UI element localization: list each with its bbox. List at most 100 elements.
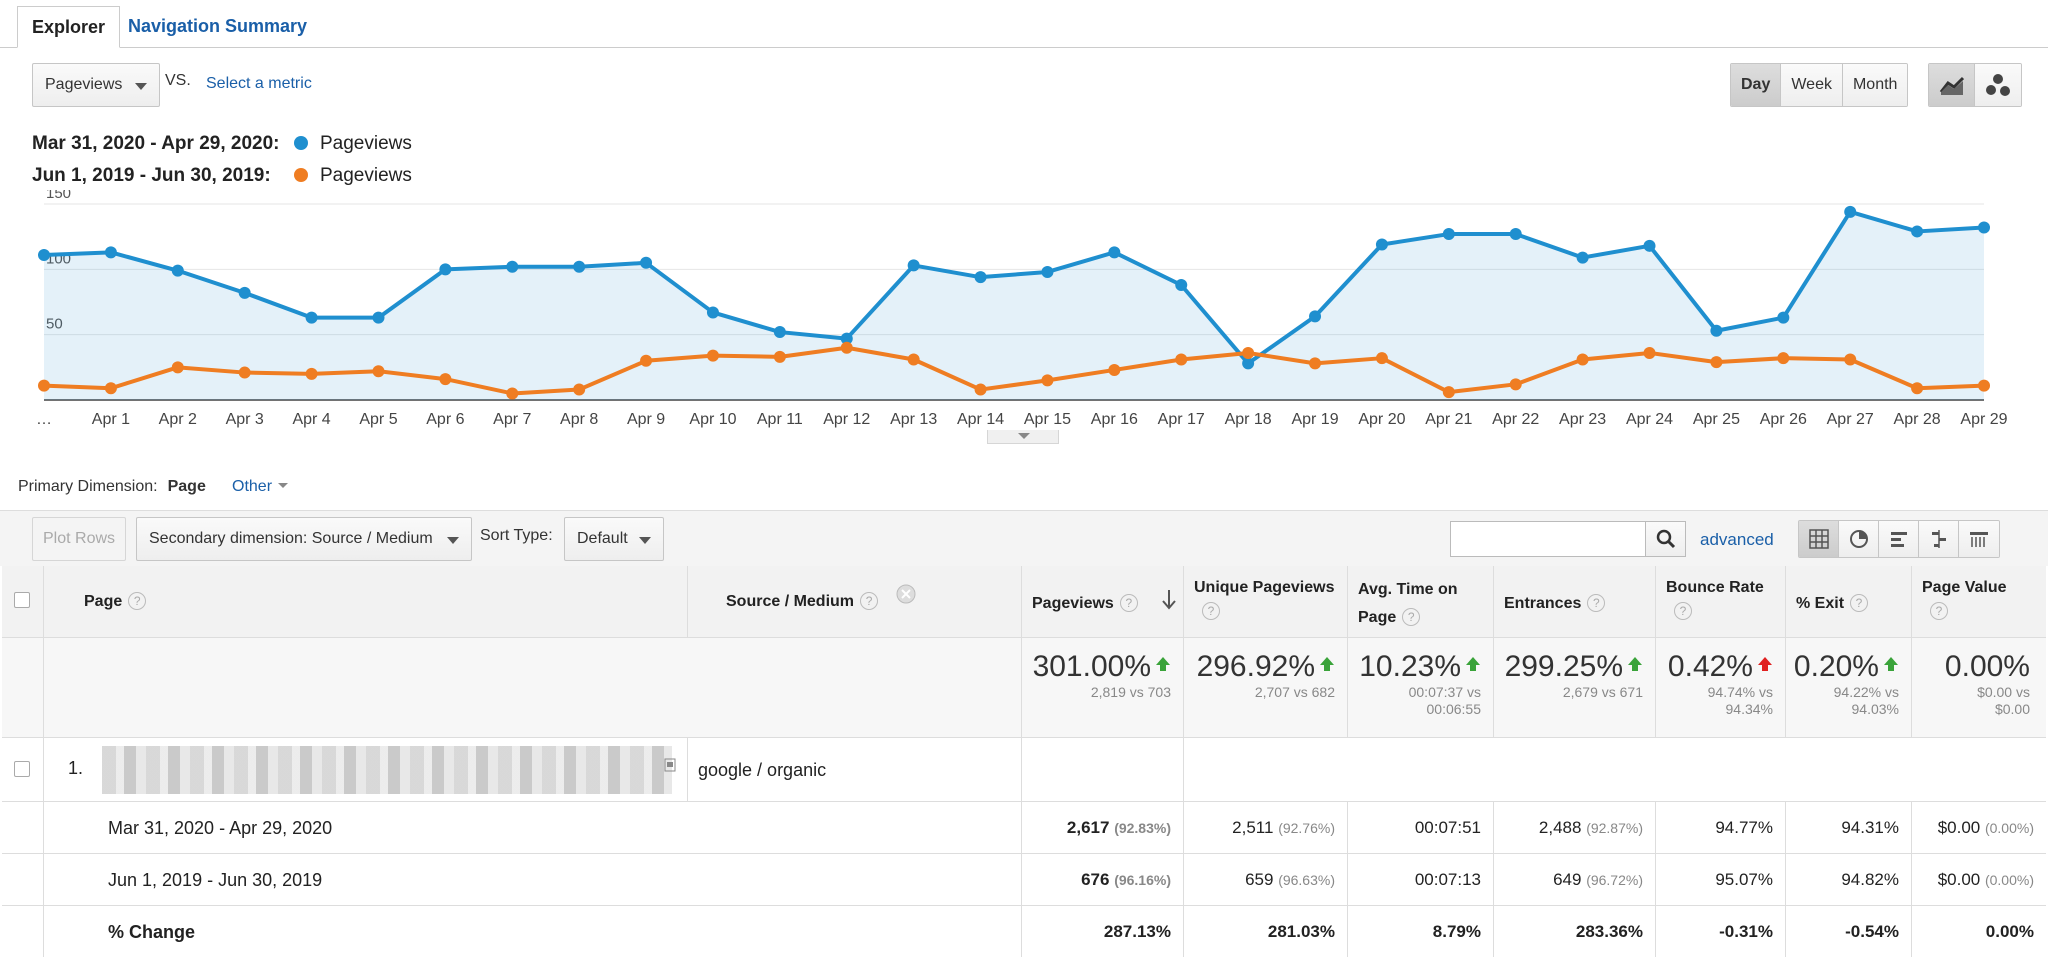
page-cell: 1. [44,738,688,801]
totals-page-value: 0.00% $0.00 vs $0.00 [1912,638,2046,737]
x-tick-label: Apr 13 [890,411,937,428]
sort-type-select[interactable]: Default [564,517,664,561]
primary-dimension-other[interactable]: Other [232,478,288,496]
data-point-current [238,286,251,299]
select-metric-link[interactable]: Select a metric [206,75,312,92]
totals-pageviews: 301.00% 2,819 vs 703 [1022,638,1184,737]
week-button[interactable]: Week [1781,64,1843,106]
external-link-icon[interactable] [664,758,676,772]
metric-select-value: Pageviews [45,76,123,93]
data-view-button[interactable] [1799,521,1839,557]
data-point-previous [773,350,786,363]
help-icon[interactable]: ? [1402,608,1421,626]
unique-value: 659 [1245,870,1274,889]
advanced-filter-link[interactable]: advanced [1700,530,1774,549]
help-icon[interactable]: ? [1930,602,1948,620]
chart-type-toggle [1928,63,2022,107]
totals-unique-compare: 2,707 vs 682 [1254,684,1335,700]
select-all-checkbox[interactable] [14,592,30,608]
data-point-previous [706,349,719,362]
totals-pageviews-value: 301.00% [1032,650,1151,683]
month-button[interactable]: Month [1842,64,1908,106]
x-tick-label: Apr 12 [823,411,870,428]
chart-resize-handle[interactable] [987,430,1059,444]
search-button[interactable] [1646,521,1686,557]
data-point-previous [1844,353,1857,366]
performance-view-button[interactable] [1879,521,1919,557]
sort-type-value: Default [577,530,628,547]
legend-row-previous: Jun 1, 2019 - Jun 30, 2019: Pageviews [32,163,412,189]
secondary-dimension-select[interactable]: Secondary dimension: Source / Medium [136,517,472,561]
x-tick-label: Apr 27 [1827,411,1874,428]
avg-time-column-header[interactable]: Avg. Time on Page? [1348,566,1494,637]
data-point-current [1175,279,1188,292]
unique-header-label: Unique Pageviews [1194,579,1335,596]
legend-dot-blue [294,136,308,150]
data-point-current [773,326,786,339]
motion-chart-button[interactable] [1975,64,2021,106]
bounce-rate-column-header[interactable]: Bounce Rate? [1656,566,1786,637]
data-point-previous [1442,386,1455,399]
entrances-cell: 2,488 (92.87%) [1494,802,1656,853]
unique-pageviews-column-header[interactable]: Unique Pageviews? [1184,566,1348,637]
tab-explorer[interactable]: Explorer [17,6,121,48]
arrow-up-green-icon [1884,657,1898,671]
percent-change-row: % Change 287.13% 281.03% 8.79% 283.36% -… [2,906,2046,957]
entrances-cell: 649 (96.72%) [1494,854,1656,905]
entrances-percent: (92.87%) [1586,820,1643,836]
primary-dimension: Primary Dimension: Page [18,478,206,496]
tab-navigation-summary[interactable]: Navigation Summary [128,16,308,36]
percentage-view-button[interactable] [1839,521,1879,557]
primary-dimension-page[interactable]: Page [167,478,206,495]
x-tick-label: Apr 5 [359,411,397,428]
row-checkbox[interactable] [14,761,30,777]
data-point-previous [506,387,519,400]
remove-dimension-button[interactable] [896,584,916,609]
entrances-column-header[interactable]: Entrances? [1494,566,1656,637]
exit-column-header[interactable]: % Exit? [1786,566,1912,637]
page-value-column-header[interactable]: Page Value? [1912,566,2046,637]
page-column-header[interactable]: Page? [44,566,688,637]
help-icon[interactable]: ? [1587,594,1606,612]
day-button[interactable]: Day [1731,64,1782,106]
help-icon[interactable]: ? [1674,602,1692,620]
exit-cell: 94.82% [1786,854,1912,905]
data-point-previous [1041,374,1054,387]
help-icon[interactable]: ? [128,592,147,610]
line-chart-button[interactable] [1929,64,1975,106]
pageviews-column-header[interactable]: Pageviews? [1022,566,1184,637]
table-search-input[interactable] [1450,521,1646,557]
data-point-current [1978,221,1990,234]
data-point-previous [1509,378,1522,391]
source-medium-value[interactable]: google / organic [698,760,827,780]
data-point-previous [372,365,385,378]
totals-bounce: 0.42% 94.74% vs 94.34% [1656,638,1786,737]
help-icon[interactable]: ? [1202,602,1220,620]
help-icon[interactable]: ? [860,592,879,610]
sort-descending-icon [1162,590,1176,610]
legend-date-range: Jun 1, 2019 - Jun 30, 2019: [32,165,271,186]
entrances-value: 2,488 [1538,818,1582,837]
data-point-previous [238,366,251,379]
bounce-header-label: Bounce Rate [1666,579,1764,596]
entrances-header-label: Entrances [1504,595,1582,612]
help-icon[interactable]: ? [1850,594,1869,612]
pivot-view-button[interactable] [1959,521,1999,557]
data-point-current [706,306,719,319]
totals-page-value-compare: $0.00 vs [1977,684,2030,700]
source-medium-column-header[interactable]: Source / Medium? [688,566,1022,637]
redacted-page-path[interactable] [102,746,672,794]
x-tick-label: Apr 2 [159,411,197,428]
data-point-previous [1242,346,1255,359]
exit-cell: 94.31% [1786,802,1912,853]
metric-select[interactable]: Pageviews [32,63,160,107]
plot-rows-button[interactable]: Plot Rows [32,517,127,561]
comparison-view-button[interactable] [1919,521,1959,557]
page-value-value: $0.00 [1937,818,1981,837]
help-icon[interactable]: ? [1119,594,1138,612]
totals-avg-time-compare: 00:07:37 vs [1408,684,1481,700]
data-point-current [1911,225,1924,238]
x-tick-label: Apr 6 [426,411,464,428]
series-line-previous [43,345,1985,396]
data-point-current [104,246,117,259]
